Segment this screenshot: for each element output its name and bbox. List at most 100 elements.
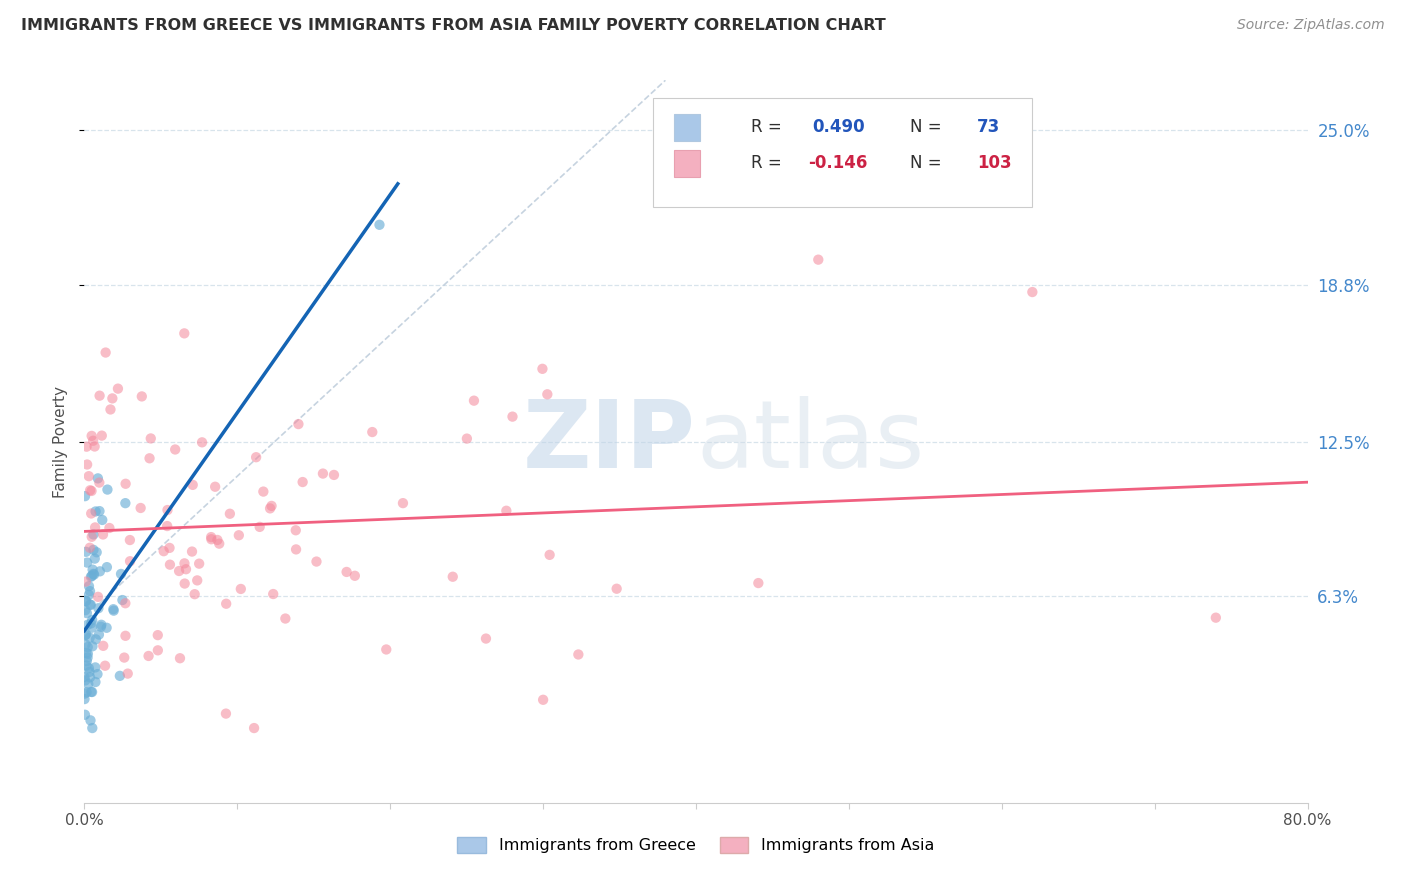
Point <box>89 565 111 579</box>
Point <box>87 627 110 641</box>
Point <box>76 647 98 661</box>
Point <box>76 617 98 632</box>
Point <box>252 484 274 499</box>
Point <box>249 520 271 534</box>
Legend: Immigrants from Greece, Immigrants from Asia: Immigrants from Greece, Immigrants from … <box>451 830 941 860</box>
Point <box>245 450 267 465</box>
Point <box>200 530 222 544</box>
Point <box>285 542 308 557</box>
FancyBboxPatch shape <box>673 150 700 178</box>
Point <box>80 530 103 544</box>
Point <box>111 593 134 607</box>
Point <box>215 597 238 611</box>
Point <box>79 483 101 498</box>
Point <box>138 648 160 663</box>
Point <box>87 601 110 615</box>
Point <box>90 428 112 442</box>
Point <box>82 542 104 557</box>
Text: IMMIGRANTS FROM GREECE VS IMMIGRANTS FROM ASIA FAMILY POVERTY CORRELATION CHART: IMMIGRANTS FROM GREECE VS IMMIGRANTS FRO… <box>21 18 886 33</box>
Point <box>368 218 391 232</box>
Point <box>336 565 359 579</box>
Point <box>75 637 97 651</box>
Point <box>80 621 103 635</box>
Point <box>118 533 141 547</box>
Point <box>82 721 104 735</box>
Point <box>567 648 589 662</box>
Point <box>79 631 101 645</box>
Point <box>208 536 231 550</box>
Point <box>82 563 104 577</box>
Point <box>84 675 107 690</box>
Point <box>79 598 101 612</box>
Point <box>91 527 114 541</box>
Text: Source: ZipAtlas.com: Source: ZipAtlas.com <box>1237 18 1385 32</box>
Point <box>73 489 96 503</box>
Point <box>181 478 204 492</box>
Text: R =: R = <box>751 154 787 172</box>
Point <box>502 409 524 424</box>
Point <box>606 582 628 596</box>
Point <box>146 628 169 642</box>
Text: 103: 103 <box>977 154 1012 172</box>
Text: 73: 73 <box>977 119 1001 136</box>
Point <box>107 382 129 396</box>
Text: ZIP: ZIP <box>523 395 696 488</box>
Point <box>156 503 179 517</box>
Point <box>83 551 105 566</box>
Point <box>287 417 309 431</box>
Point <box>312 467 335 481</box>
Point <box>173 326 195 341</box>
Point <box>531 361 554 376</box>
Point <box>103 604 125 618</box>
Point <box>169 651 191 665</box>
Point <box>456 432 478 446</box>
Point <box>747 576 769 591</box>
Point <box>156 519 179 533</box>
Point <box>475 632 498 646</box>
Point <box>90 620 112 634</box>
Point <box>538 548 561 562</box>
Point <box>77 588 100 602</box>
Point <box>84 520 107 534</box>
Point <box>262 587 284 601</box>
Point <box>89 504 111 518</box>
Point <box>73 707 96 722</box>
Point <box>173 557 195 571</box>
Point <box>82 613 104 627</box>
Point <box>94 345 117 359</box>
Point <box>75 627 97 641</box>
Point <box>200 533 222 547</box>
Point <box>91 639 114 653</box>
Point <box>375 642 398 657</box>
Point <box>83 440 105 454</box>
Point <box>181 544 204 558</box>
Point <box>138 451 160 466</box>
Point <box>114 629 136 643</box>
Text: N =: N = <box>910 119 942 136</box>
Point <box>80 616 103 631</box>
Point <box>186 574 208 588</box>
FancyBboxPatch shape <box>654 98 1032 207</box>
Point <box>96 483 118 497</box>
Point <box>79 665 101 679</box>
Point <box>110 566 132 581</box>
Point <box>79 541 101 555</box>
Point <box>323 467 346 482</box>
Text: 0.490: 0.490 <box>813 119 865 136</box>
FancyBboxPatch shape <box>673 113 700 141</box>
Point <box>80 570 103 584</box>
Point <box>495 504 517 518</box>
Point <box>79 714 101 728</box>
Point <box>191 435 214 450</box>
Point <box>291 475 314 489</box>
Point <box>77 469 100 483</box>
Point <box>167 564 190 578</box>
Point <box>441 570 464 584</box>
Point <box>86 545 108 559</box>
Point <box>204 480 226 494</box>
Point <box>118 554 141 568</box>
Point <box>152 544 174 558</box>
Point <box>76 650 98 665</box>
Point <box>807 252 830 267</box>
Point <box>73 687 96 701</box>
